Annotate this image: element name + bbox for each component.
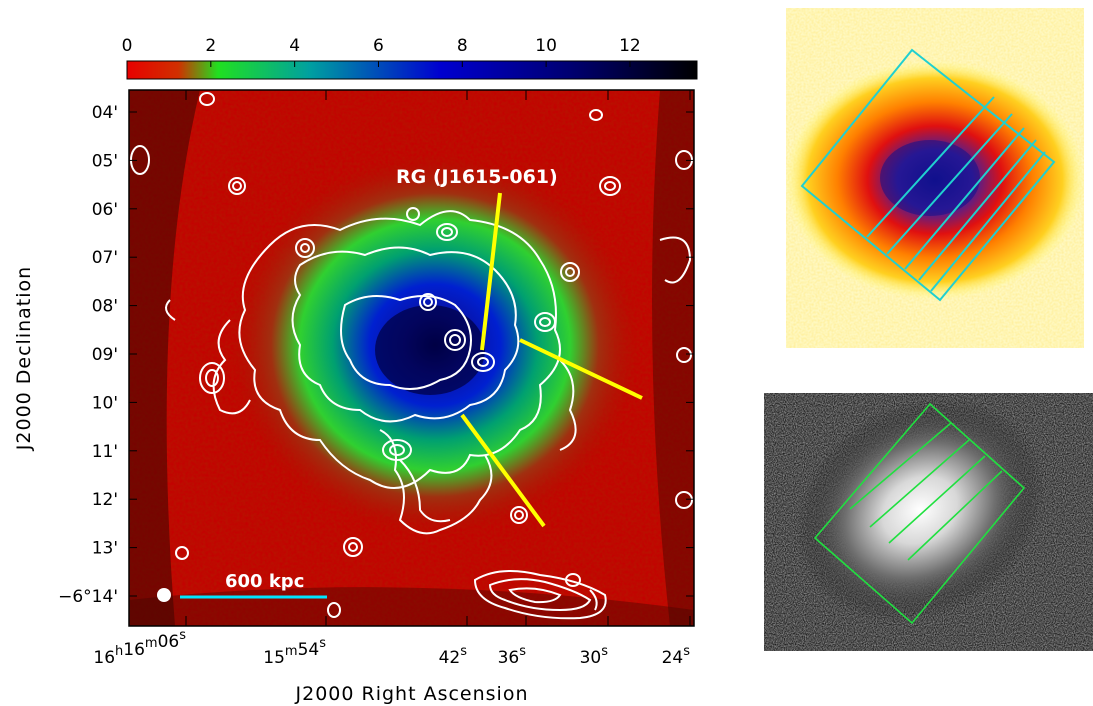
colorbar-gradient xyxy=(126,60,698,80)
colorbar-tick-label: 6 xyxy=(373,36,384,56)
declination-ticks xyxy=(129,111,694,597)
colorbar-tick-label: 4 xyxy=(289,36,300,56)
bottom-right-emission xyxy=(795,398,1045,622)
cluster-core xyxy=(375,305,485,395)
top-right-core xyxy=(880,140,980,216)
y-axis-title: J2000 Declination xyxy=(13,266,35,451)
dec-tick-label: 04' xyxy=(92,103,118,123)
ra-tick-label: 36s xyxy=(498,644,527,668)
dec-tick-label: 13' xyxy=(92,539,118,559)
main-panel-frame xyxy=(128,89,695,627)
main-panel: RG (J1615-061) 600 kpc 04' 05' 06' 07' 08' 09… xyxy=(13,89,695,705)
colorbar-tick-label: 12 xyxy=(619,36,641,56)
dec-tick-label: 06' xyxy=(92,200,118,220)
dec-tick-label: 05' xyxy=(92,151,118,171)
ra-tick-label: 30s xyxy=(580,644,609,668)
dec-tick-label: 10' xyxy=(92,393,118,413)
beam-marker xyxy=(157,588,171,602)
sector-line-south xyxy=(460,413,546,528)
bottom-right-panel xyxy=(764,393,1093,651)
ra-tick-labels: 16h16m06s 15m54s 42s 36s 30s 24s xyxy=(93,628,690,668)
colorbar-tick-label: 0 xyxy=(122,36,133,56)
bottom-right-regions xyxy=(813,402,1026,625)
colorbar-tick-label: 2 xyxy=(205,36,216,56)
declination-tick-labels: 04' 05' 06' 07' 08' 09' 10' 11' 12' 13' −6°14' xyxy=(58,103,118,607)
dec-tick-label: 12' xyxy=(92,490,118,510)
colorbar-tick-labels: 0 2 4 6 8 10 12 xyxy=(122,36,641,56)
radio-galaxy-label: RG (J1615-061) xyxy=(396,166,558,188)
colorbar: 0 2 4 6 8 10 12 xyxy=(122,36,698,80)
sector-lines xyxy=(460,192,643,528)
scale-bar-label: 600 kpc xyxy=(225,571,304,592)
dec-tick-label: 07' xyxy=(92,248,118,268)
ra-ticks xyxy=(185,90,691,626)
sector-line-west xyxy=(519,338,643,400)
top-right-panel xyxy=(786,8,1084,348)
ra-tick-label: 42s xyxy=(439,644,468,668)
dec-tick-label: 08' xyxy=(92,297,118,317)
top-right-regions xyxy=(800,48,1056,302)
ra-tick-label: 24s xyxy=(662,644,691,668)
colorbar-tick-label: 8 xyxy=(457,36,468,56)
ra-tick-label: 15m54s xyxy=(263,636,326,668)
dec-tick-label: 09' xyxy=(92,345,118,365)
dark-left-arc xyxy=(129,90,200,626)
x-axis-title: J2000 Right Ascension xyxy=(295,683,529,705)
radio-contours xyxy=(130,92,693,620)
sector-line-north xyxy=(480,192,502,351)
colorbar-ticks xyxy=(126,61,631,67)
ra-tick-label: 16h16m06s xyxy=(93,628,186,668)
dec-tick-label: −6°14' xyxy=(58,587,118,607)
dec-tick-label: 11' xyxy=(92,442,118,462)
colorbar-tick-label: 10 xyxy=(535,36,557,56)
